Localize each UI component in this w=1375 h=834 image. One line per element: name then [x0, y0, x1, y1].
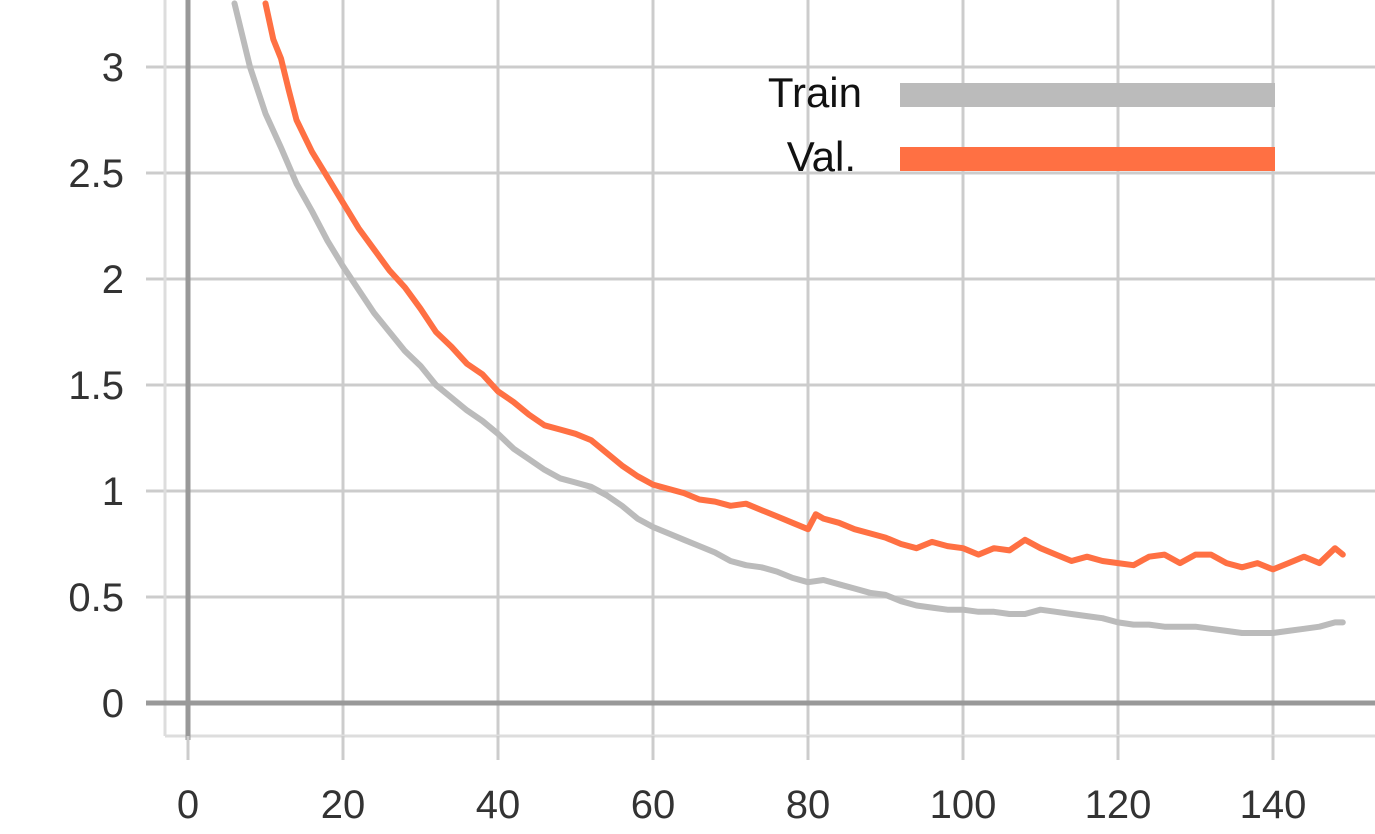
y-tick-label-0: 0	[102, 682, 124, 726]
legend-label-train: Train	[768, 69, 862, 116]
x-tick-label-20: 20	[321, 783, 366, 827]
x-tick-label-60: 60	[631, 783, 676, 827]
legend: Train Val.	[768, 69, 1275, 180]
y-tick-label-1_5: 1.5	[68, 364, 124, 408]
y-tick-label-2_5: 2.5	[68, 152, 124, 196]
series-line-val	[262, 0, 1346, 573]
series-line-train	[231, 0, 1346, 636]
legend-swatch-train	[900, 83, 1275, 107]
x-tick-label-0: 0	[177, 783, 199, 827]
axes	[146, 0, 1375, 760]
y-tick-label-2: 2	[102, 258, 124, 302]
legend-label-val: Val.	[787, 133, 856, 180]
x-tick-label-80: 80	[786, 783, 831, 827]
tick-labels: 0 20 40 60 80 100 120 140 0 0.5 1 1.5 2 2.5 3	[68, 46, 1306, 827]
x-tick-label-100: 100	[930, 783, 997, 827]
grid	[146, 0, 1375, 760]
x-tick-label-120: 120	[1085, 783, 1152, 827]
y-tick-label-0_5: 0.5	[68, 576, 124, 620]
series-lines	[231, 0, 1346, 636]
y-tick-label-1: 1	[102, 470, 124, 514]
legend-swatch-val	[900, 147, 1275, 171]
x-tick-label-40: 40	[476, 783, 521, 827]
x-tick-label-140: 140	[1240, 783, 1307, 827]
y-tick-label-3: 3	[102, 46, 124, 90]
